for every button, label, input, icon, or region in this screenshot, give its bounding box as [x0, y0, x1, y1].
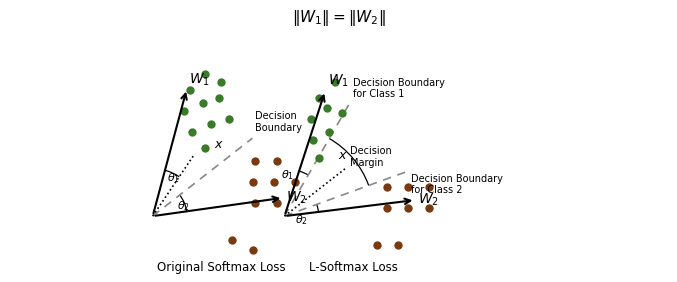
- Text: $\mathit{W_2}$: $\mathit{W_2}$: [418, 192, 439, 208]
- Text: L-Softmax Loss: L-Softmax Loss: [309, 261, 397, 274]
- Text: $\mathit{W_1}$: $\mathit{W_1}$: [328, 73, 349, 89]
- Text: Decision Boundary
for Class 1: Decision Boundary for Class 1: [353, 78, 445, 99]
- Text: $x$: $x$: [214, 138, 223, 151]
- Text: $\mathit{W_2}$: $\mathit{W_2}$: [286, 190, 307, 206]
- Text: $\theta_2$: $\theta_2$: [177, 199, 190, 213]
- Text: $x$: $x$: [338, 149, 347, 162]
- Text: $\theta_2$: $\theta_2$: [294, 213, 307, 227]
- Text: $\Vert \mathit{W_1} \Vert = \Vert \mathit{W_2} \Vert$: $\Vert \mathit{W_1} \Vert = \Vert \mathi…: [292, 8, 385, 28]
- Text: Decision Boundary
for Class 2: Decision Boundary for Class 2: [411, 174, 503, 195]
- Text: $\mathit{W_1}$: $\mathit{W_1}$: [190, 71, 211, 87]
- Text: $\theta_1$: $\theta_1$: [281, 169, 294, 182]
- Text: $\theta_1$: $\theta_1$: [167, 171, 179, 185]
- Text: Decision
Boundary: Decision Boundary: [255, 111, 302, 133]
- Text: Original Softmax Loss: Original Softmax Loss: [157, 261, 286, 274]
- Text: Decision
Margin: Decision Margin: [350, 146, 391, 168]
